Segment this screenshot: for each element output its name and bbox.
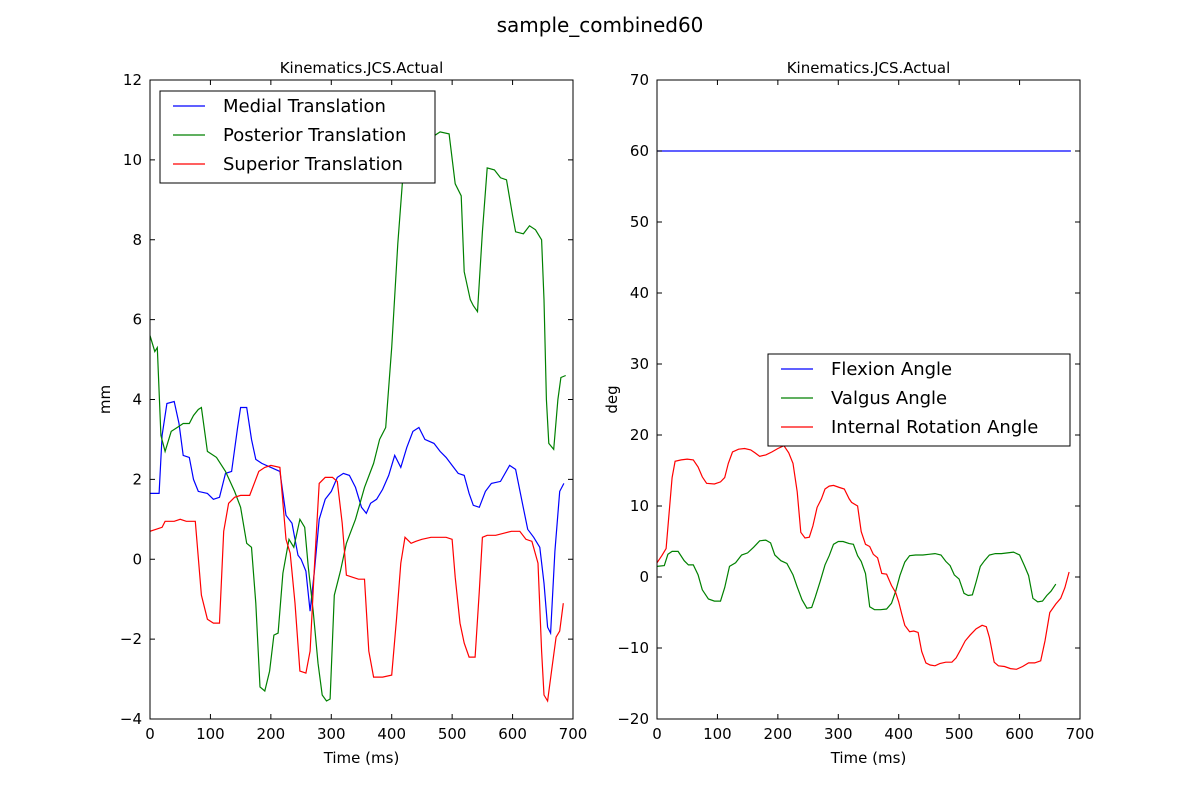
right-series-line-2 [657,444,1070,670]
figure-title: sample_combined60 [497,13,704,37]
right-y-axis-label: deg [603,385,621,413]
left-legend: Medial Translation Posterior Translation S… [159,90,436,184]
left-x-tick-label: 700 [559,725,588,743]
left-series-line-0 [150,400,565,636]
right-y-tick-label: 70 [630,71,649,89]
right-y-tick-label: 30 [630,355,649,373]
right-x-tick-label: 500 [945,725,974,743]
right-plot-title: Kinematics.JCS.Actual [787,59,951,77]
left-y-tick-label: 10 [123,151,142,169]
right-plot-frame [656,79,1081,720]
right-y-tick-label: −10 [617,639,649,657]
left-legend-label-2: Superior Translation [223,154,403,175]
left-y-tick-label: 6 [132,311,142,329]
right-x-tick-label: 100 [703,725,732,743]
right-x-tick-label: 300 [824,725,853,743]
left-x-tick-label: 200 [257,725,286,743]
right-legend: Flexion Angle Valgus Angle Internal Rotati… [767,353,1071,447]
left-x-tick-label: 400 [377,725,406,743]
right-y-tick-label: 0 [639,568,649,586]
left-plot-panel: 0 100 200 300 400 500 600 700 −4 −2 0 2 4 6 8 10 12 Kinem… [96,59,587,767]
right-legend-box [767,353,1071,447]
left-x-tick-label: 0 [145,725,155,743]
right-y-tick-label: 10 [630,497,649,515]
left-series-line-2 [150,464,564,703]
left-x-tick-label: 600 [498,725,527,743]
right-plot-panel: 0 100 200 300 400 500 600 700 −20 −10 0 10 20 30 40 50 6… [603,59,1094,767]
right-x-axis-label: Time (ms) [830,749,907,767]
right-series-line-1 [657,539,1057,611]
right-x-tick-label: 700 [1066,725,1095,743]
left-y-tick-label: −4 [120,710,142,728]
left-legend-label-0: Medial Translation [223,96,386,117]
left-y-tick-label: −2 [120,630,142,648]
left-plot-title: Kinematics.JCS.Actual [280,59,444,77]
right-x-tick-label: 200 [764,725,793,743]
left-y-tick-label: 8 [132,231,142,249]
left-legend-label-1: Posterior Translation [223,125,406,146]
left-legend-box [159,90,436,184]
right-legend-label-1: Valgus Angle [831,388,947,409]
left-series-line-1 [150,131,566,702]
left-y-tick-label: 2 [132,470,142,488]
left-x-axis-label: Time (ms) [323,749,400,767]
left-y-tick-label: 12 [123,71,142,89]
left-x-tick-label: 100 [196,725,225,743]
left-y-axis-label: mm [96,385,114,414]
right-x-tick-label: 0 [652,725,662,743]
left-y-tick-label: 4 [132,391,142,409]
left-y-tick-label: 0 [132,550,142,568]
right-y-tick-label: −20 [617,710,649,728]
right-y-tick-label: 50 [630,213,649,231]
right-x-tick-label: 400 [884,725,913,743]
right-legend-label-0: Flexion Angle [831,359,952,380]
right-x-tick-label: 600 [1005,725,1034,743]
left-x-tick-label: 500 [438,725,467,743]
right-y-tick-label: 60 [630,142,649,160]
right-y-tick-label: 40 [630,284,649,302]
right-legend-label-2: Internal Rotation Angle [831,417,1038,438]
left-x-tick-label: 300 [317,725,346,743]
right-y-tick-label: 20 [630,426,649,444]
